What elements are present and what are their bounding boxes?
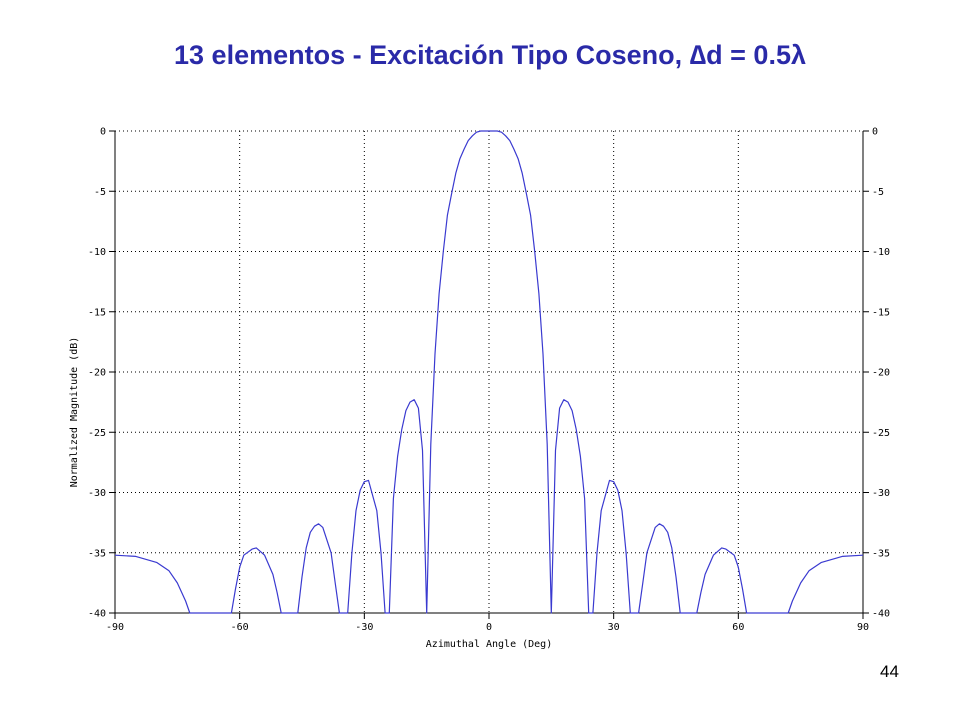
y-tick-label-right: -40 [872, 609, 890, 620]
y-tick-label-right: -10 [872, 247, 890, 258]
x-tick-label: 0 [486, 622, 492, 633]
grid [115, 130, 863, 613]
x-tick-label: 90 [857, 622, 869, 633]
x-tick-label: 30 [608, 622, 620, 633]
y-tick-label-right: -20 [872, 368, 890, 379]
x-tick-label: -30 [355, 622, 373, 633]
x-tick-label: -60 [231, 622, 249, 633]
y-tick-label-right: -35 [872, 548, 890, 559]
y-axis-left: 0 -5 -10 -15 -20 -25 -30 -35 -40 [88, 127, 115, 620]
y-tick-label-left: -40 [88, 609, 106, 620]
y-axis-right: 0 -5 -10 -15 -20 -25 -30 -35 -40 [863, 127, 890, 620]
x-tick-label: -90 [106, 622, 124, 633]
x-axis-label: Azimuthal Angle (Deg) [426, 639, 552, 650]
y-axis-label: Normalized Magnitude (dB) [69, 337, 80, 488]
y-tick-label-left: 0 [100, 127, 106, 138]
y-tick-label-right: -5 [872, 187, 884, 198]
series-line [114, 130, 864, 614]
x-tick-label: 60 [732, 622, 744, 633]
y-tick-label-left: -25 [88, 428, 106, 439]
y-tick-label-right: -25 [872, 428, 890, 439]
page-number: 44 [880, 662, 899, 681]
y-tick-label-right: -15 [872, 307, 890, 318]
y-tick-label-left: -15 [88, 307, 106, 318]
y-tick-label-right: -30 [872, 488, 890, 499]
x-axis: -90 -60 -30 0 30 60 90 [106, 613, 869, 633]
y-tick-label-left: -10 [88, 247, 106, 258]
series-layer [114, 130, 864, 614]
y-tick-label-left: -5 [94, 187, 106, 198]
y-tick-label-left: -20 [88, 368, 106, 379]
y-tick-label-right: 0 [872, 127, 878, 138]
slide-title: 13 elementos - Excitación Tipo Coseno, ∆… [174, 40, 806, 70]
y-tick-label-left: -30 [88, 488, 106, 499]
y-tick-label-left: -35 [88, 548, 106, 559]
